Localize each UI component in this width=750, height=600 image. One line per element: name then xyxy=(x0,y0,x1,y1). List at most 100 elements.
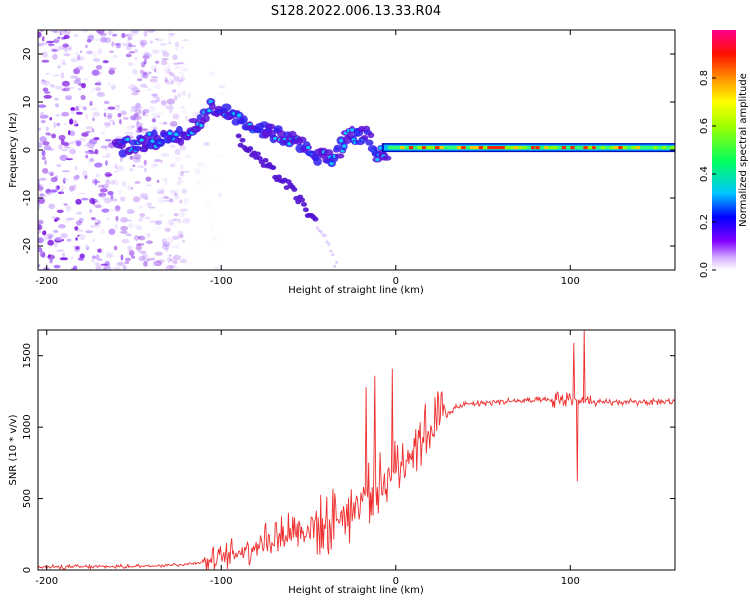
noise-speckle xyxy=(38,185,44,191)
noise-speckle xyxy=(107,82,112,86)
noise-speckle xyxy=(172,260,178,265)
noise-speckle xyxy=(152,116,156,123)
stable-carrier-hotspot xyxy=(491,146,499,150)
colorbar-label: Normalized spectral amplitude xyxy=(738,73,749,227)
noise-speckle xyxy=(169,221,176,227)
noise-speckle xyxy=(42,230,47,236)
noise-speckle xyxy=(125,233,132,237)
noise-speckle xyxy=(192,246,200,250)
noise-speckle xyxy=(49,84,55,88)
noise-speckle xyxy=(58,144,63,150)
noise-speckle xyxy=(161,191,166,198)
noise-speckle xyxy=(54,37,61,44)
noise-speckle xyxy=(96,30,105,35)
noise-speckle xyxy=(85,244,89,248)
noise-speckle xyxy=(105,251,113,258)
carrier-blob xyxy=(297,136,307,143)
noise-speckle xyxy=(176,146,182,149)
noise-speckle xyxy=(121,181,128,187)
noise-speckle xyxy=(159,43,167,46)
noise-speckle xyxy=(38,104,47,108)
snr-x-tick-label: -200 xyxy=(35,576,58,587)
stable-carrier-hotspot xyxy=(531,146,535,150)
noise-speckle xyxy=(181,188,188,194)
stable-carrier-hotspot xyxy=(635,146,645,150)
snr-line-layer xyxy=(38,330,675,570)
noise-speckle xyxy=(40,119,46,124)
noise-speckle xyxy=(146,240,153,245)
noise-speckle xyxy=(141,127,147,134)
noise-speckle xyxy=(182,217,191,224)
spectrogram-y-tick-label: -10 xyxy=(22,190,33,206)
noise-speckle xyxy=(154,76,158,83)
stable-carrier-hotspot xyxy=(487,146,493,150)
noise-speckle xyxy=(146,184,152,187)
noise-speckle xyxy=(152,126,157,130)
noise-speckle xyxy=(185,261,193,265)
noise-speckle xyxy=(54,219,58,222)
noise-speckle xyxy=(56,185,60,190)
noise-speckle xyxy=(157,190,164,195)
noise-speckle xyxy=(76,210,82,215)
stable-carrier-hotspot xyxy=(644,146,649,150)
noise-speckle xyxy=(120,196,126,202)
noise-speckle xyxy=(149,125,158,130)
noise-speckle xyxy=(128,222,134,229)
noise-speckle xyxy=(180,46,185,49)
noise-speckle xyxy=(47,254,56,260)
noise-speckle xyxy=(38,237,44,244)
noise-speckle xyxy=(134,48,139,53)
noise-speckle xyxy=(177,218,181,224)
noise-speckle xyxy=(161,59,168,66)
noise-speckle xyxy=(173,188,181,194)
noise-speckle xyxy=(140,72,148,79)
noise-speckle xyxy=(138,235,146,241)
noise-speckle xyxy=(115,165,125,172)
noise-speckle xyxy=(43,114,49,119)
noise-speckle xyxy=(153,68,157,73)
noise-speckle xyxy=(75,141,82,147)
carrier-blob xyxy=(221,103,232,111)
noise-speckle xyxy=(176,180,180,186)
noise-speckle xyxy=(169,145,176,148)
noise-speckle xyxy=(125,45,132,51)
noise-speckle xyxy=(142,108,150,114)
noise-speckle xyxy=(134,181,141,184)
noise-speckle xyxy=(167,62,171,69)
noise-speckle xyxy=(143,260,148,267)
noise-speckle xyxy=(63,53,71,57)
stable-carrier-hotspot xyxy=(413,146,420,150)
noise-speckle xyxy=(56,122,61,127)
noise-speckle xyxy=(89,208,93,214)
noise-speckle xyxy=(157,197,164,203)
colorbar-tick-label: 0.8 xyxy=(699,70,710,86)
snr-x-axis-title: Height of straight line (km) xyxy=(288,585,424,596)
noise-speckle xyxy=(95,87,101,92)
noise-speckle xyxy=(209,71,216,77)
noise-speckle xyxy=(106,265,112,270)
noise-speckle xyxy=(166,256,172,263)
noise-speckle xyxy=(85,44,88,49)
noise-speckle xyxy=(93,38,102,41)
noise-speckle xyxy=(75,111,83,115)
noise-speckle xyxy=(169,123,177,128)
noise-speckle xyxy=(182,110,188,115)
noise-speckle xyxy=(173,75,180,82)
noise-speckle xyxy=(70,58,78,63)
noise-speckle xyxy=(103,100,110,105)
noise-speckle xyxy=(74,166,78,171)
noise-speckle xyxy=(112,121,116,126)
noise-speckle xyxy=(155,61,159,65)
noise-speckle xyxy=(108,228,116,235)
noise-speckle xyxy=(60,233,68,239)
noise-speckle xyxy=(138,126,142,133)
noise-speckle xyxy=(65,146,70,149)
noise-speckle xyxy=(179,199,183,204)
noise-speckle xyxy=(85,154,89,159)
noise-speckle xyxy=(114,42,122,46)
noise-speckle xyxy=(160,159,164,164)
noise-speckle xyxy=(69,185,75,192)
stable-carrier-hotspot xyxy=(400,146,406,150)
noise-speckle xyxy=(127,245,133,252)
noise-speckle xyxy=(170,189,174,193)
